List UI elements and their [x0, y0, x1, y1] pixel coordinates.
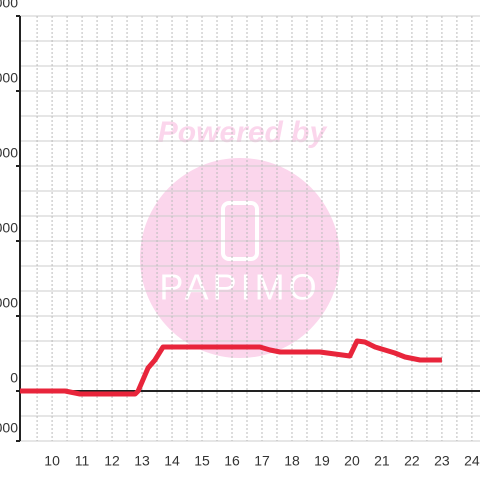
watermark-logo: PAPIMO	[159, 267, 320, 308]
watermark: Powered by PAPIMO	[140, 116, 340, 358]
y-tick-label: 30,000	[0, 295, 18, 311]
watermark-icon	[221, 201, 259, 261]
y-tick-label: 60,000	[0, 220, 18, 236]
x-tick-label: 18	[284, 453, 300, 469]
x-tick-label: 12	[104, 453, 120, 469]
x-tick-label: 24	[464, 453, 480, 469]
x-tick-label: 14	[164, 453, 180, 469]
y-tick-label: 90,000	[0, 145, 18, 161]
x-tick-label: 20	[344, 453, 360, 469]
data-line	[20, 338, 442, 397]
x-tick-label: 19	[314, 453, 330, 469]
x-tick-label: 17	[254, 453, 270, 469]
y-tick-label: 150,000	[0, 0, 18, 11]
x-tick-label: 10	[44, 453, 60, 469]
watermark-text: Powered by	[158, 116, 328, 149]
x-tick-label: 15	[194, 453, 210, 469]
y-tick-label: 120,000	[0, 70, 18, 86]
x-tick-label: 23	[434, 453, 450, 469]
y-tick-label: -20,000	[0, 420, 18, 436]
x-tick-label: 22	[404, 453, 420, 469]
x-tick-label: 21	[374, 453, 390, 469]
y-tick-label: 0	[10, 370, 18, 386]
x-tick-label: 16	[224, 453, 240, 469]
x-tick-label: 13	[134, 453, 150, 469]
x-tick-label: 11	[75, 453, 90, 469]
